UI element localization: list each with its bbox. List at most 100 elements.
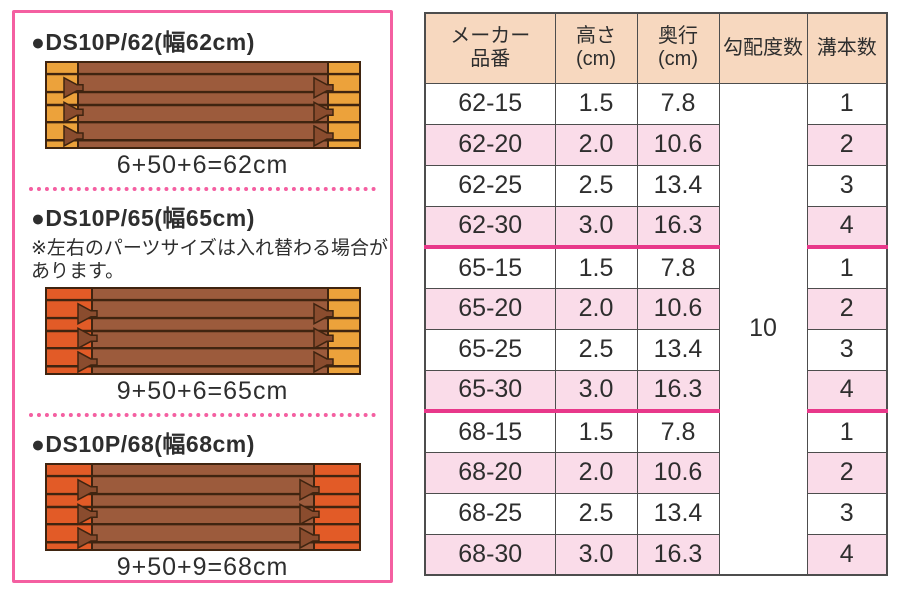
dovetail-tab	[76, 478, 98, 502]
cell-depth: 7.8	[636, 410, 720, 453]
dovetail-tab	[62, 76, 84, 100]
cell-groove-count: 1	[806, 410, 888, 453]
section-ds10p-62: ●DS10P/62(幅62cm) 6+50+6=62cm	[23, 23, 382, 191]
col-header-part-number: メーカー 品番	[424, 12, 556, 84]
dovetail-tab	[76, 503, 98, 526]
cell-part-number: 62-25	[424, 164, 556, 207]
table-row-68-30: 68-30 3.0 16.3 4	[424, 533, 888, 576]
cell-part-number: 68-15	[424, 410, 556, 453]
table-row-68-20: 68-20 2.0 10.6 2	[424, 451, 888, 494]
cell-height: 2.0	[554, 451, 638, 494]
cell-depth: 10.6	[636, 287, 720, 330]
dovetail-tab	[312, 351, 334, 374]
cell-part-number: 62-20	[424, 123, 556, 166]
cell-depth: 10.6	[636, 123, 720, 166]
cell-part-number: 68-20	[424, 451, 556, 494]
col-header-depth: 奥行 (cm)	[636, 12, 720, 84]
cell-part-number: 65-25	[424, 328, 556, 371]
header-line: (cm)	[576, 48, 616, 71]
table-row-62-20: 62-20 2.0 10.6 2	[424, 123, 888, 166]
cell-depth: 16.3	[636, 205, 720, 249]
dovetail-tab	[76, 327, 98, 350]
cell-groove-count: 2	[806, 123, 888, 166]
cell-height: 1.5	[554, 246, 638, 289]
dovetail-tab	[62, 124, 84, 148]
cell-depth: 13.4	[636, 492, 720, 535]
cell-depth: 13.4	[636, 164, 720, 207]
dovetail-tab	[298, 527, 320, 550]
col-header-height: 高さ (cm)	[554, 12, 638, 84]
product-title-62: ●DS10P/62(幅62cm)	[31, 29, 255, 55]
dotted-divider	[29, 413, 376, 418]
cell-groove-count: 1	[806, 246, 888, 289]
cell-part-number: 68-25	[424, 492, 556, 535]
cell-groove-count: 2	[806, 287, 888, 330]
cell-height: 2.5	[554, 492, 638, 535]
dovetail-tab	[298, 503, 320, 526]
section-ds10p-65: ●DS10P/65(幅65cm) ※左右のパーツサイズは入れ替わる場合があります…	[23, 199, 388, 418]
cell-slope-degree: 10	[718, 82, 808, 576]
cell-groove-count: 4	[806, 533, 888, 576]
cell-height: 1.5	[554, 82, 638, 125]
cell-depth: 10.6	[636, 451, 720, 494]
cell-groove-count: 3	[806, 164, 888, 207]
table-row-68-25: 68-25 2.5 13.4 3	[424, 492, 888, 535]
table-row-65-30: 65-30 3.0 16.3 4	[424, 369, 888, 413]
dovetail-tab	[312, 76, 334, 100]
cell-height: 3.0	[554, 533, 638, 576]
spec-table-body: 62-15 1.5 7.8 10 1 62-20 2.0 10.6 2 62-25 2.5 13.4 3…	[424, 82, 888, 576]
dimension-caption-68: 9+50+9=68cm	[116, 553, 289, 582]
header-line: 勾配度数	[723, 36, 803, 59]
cell-groove-count: 4	[806, 369, 888, 413]
product-title-65: ●DS10P/65(幅65cm)	[31, 205, 255, 231]
dovetail-tab	[76, 351, 98, 374]
table-row-62-30: 62-30 3.0 16.3 4	[424, 205, 888, 249]
cell-groove-count: 4	[806, 205, 888, 249]
dovetail-tab	[76, 527, 98, 550]
cell-depth: 7.8	[636, 246, 720, 289]
header-line: (cm)	[658, 48, 698, 71]
ramp-diagram-68	[44, 463, 361, 552]
cell-height: 2.5	[554, 164, 638, 207]
cell-groove-count: 3	[806, 328, 888, 371]
header-line: メーカー	[450, 25, 531, 48]
dovetail-tab	[312, 302, 334, 326]
table-row-65-25: 65-25 2.5 13.4 3	[424, 328, 888, 371]
cell-part-number: 65-30	[424, 369, 556, 413]
cell-depth: 13.4	[636, 328, 720, 371]
spec-table-header: メーカー 品番 高さ (cm) 奥行 (cm) 勾配度数 溝本数	[424, 12, 888, 84]
cell-height: 3.0	[554, 205, 638, 249]
parts-swap-note: ※左右のパーツサイズは入れ替わる場合があります。	[31, 238, 388, 283]
table-row-62-15: 62-15 1.5 7.8 10 1	[424, 82, 888, 576]
dotted-divider	[29, 187, 376, 191]
dovetail-tab	[312, 124, 334, 148]
table-row-65-15: 65-15 1.5 7.8 1	[424, 246, 888, 289]
cell-height: 1.5	[554, 410, 638, 453]
product-spec-panel: ●DS10P/62(幅62cm) 6+50+6=62cm ●DS10P/65(幅…	[12, 10, 393, 583]
dovetail-tab	[62, 101, 84, 124]
section-ds10p-68: ●DS10P/68(幅68cm) 9+50+9=68cm	[23, 425, 382, 582]
cell-groove-count: 2	[806, 451, 888, 494]
cell-part-number: 65-15	[424, 246, 556, 289]
cell-part-number: 62-30	[424, 205, 556, 249]
cell-part-number: 65-20	[424, 287, 556, 330]
cell-groove-count: 1	[806, 82, 888, 125]
dimension-caption-65: 9+50+6=65cm	[116, 377, 289, 406]
ramp-diagram-65	[44, 287, 361, 376]
col-header-slope-degree: 勾配度数	[718, 12, 808, 84]
cell-height: 2.5	[554, 328, 638, 371]
cell-groove-count: 3	[806, 492, 888, 535]
dovetail-tab	[312, 327, 334, 350]
cell-depth: 16.3	[636, 533, 720, 576]
cell-depth: 7.8	[636, 82, 720, 125]
dovetail-tab	[298, 478, 320, 502]
header-line: 溝本数	[816, 36, 877, 59]
col-header-groove-count: 溝本数	[806, 12, 888, 84]
ramp-diagram-62	[44, 61, 361, 149]
header-line: 高さ	[576, 25, 616, 48]
dimension-caption-62: 6+50+6=62cm	[116, 151, 289, 179]
dovetail-tab	[76, 302, 98, 326]
cell-part-number: 62-15	[424, 82, 556, 125]
dovetail-tab	[312, 101, 334, 124]
